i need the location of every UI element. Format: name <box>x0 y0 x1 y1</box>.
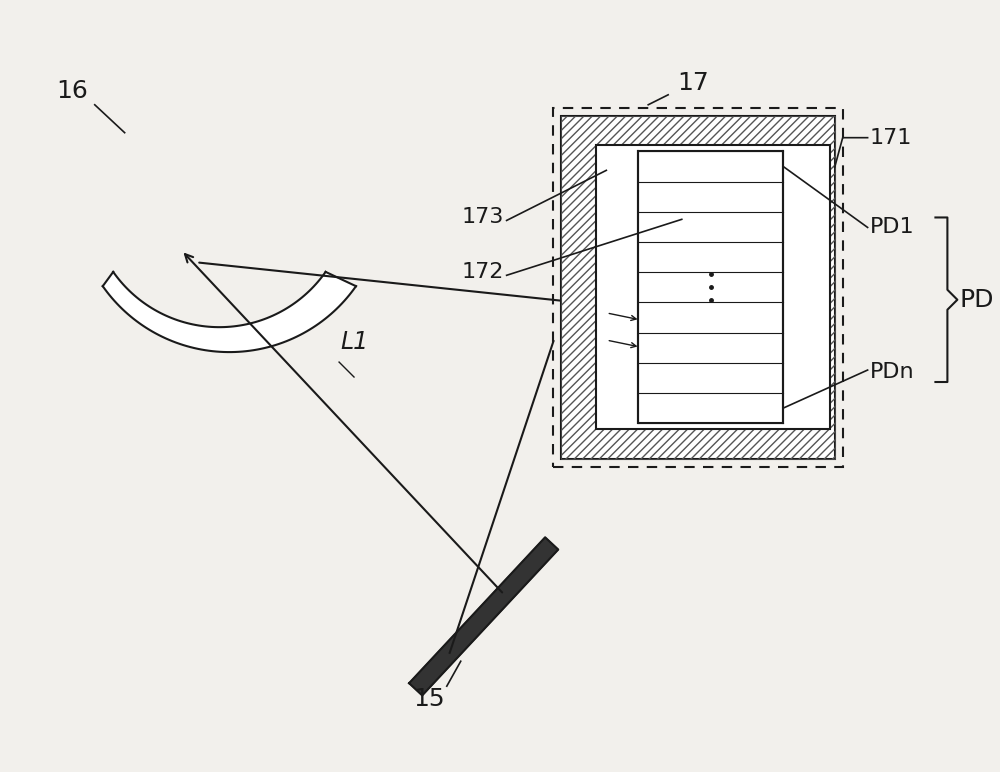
Bar <box>561 116 835 459</box>
Text: PD1: PD1 <box>870 218 914 238</box>
Text: 16: 16 <box>56 79 88 103</box>
Text: 173: 173 <box>461 208 504 228</box>
Text: 171: 171 <box>870 127 912 147</box>
Bar <box>638 151 783 423</box>
Text: L1: L1 <box>340 330 368 354</box>
Bar <box>553 108 843 467</box>
Text: PDn: PDn <box>870 362 914 382</box>
Bar <box>561 116 835 459</box>
Text: 17: 17 <box>677 71 709 95</box>
Text: 15: 15 <box>413 687 445 711</box>
Polygon shape <box>409 537 558 696</box>
Text: PD: PD <box>959 288 994 312</box>
Text: 172: 172 <box>461 262 504 283</box>
Bar <box>596 145 830 429</box>
Polygon shape <box>103 272 356 352</box>
